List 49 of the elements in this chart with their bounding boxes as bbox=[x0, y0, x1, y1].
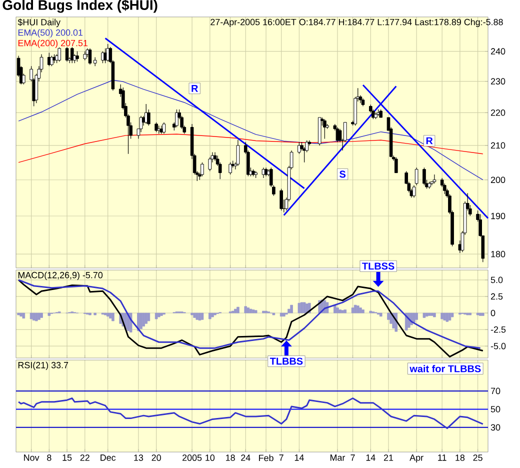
annotation: R bbox=[192, 84, 198, 92]
x-tick-label: 18 bbox=[226, 454, 235, 461]
x-tick-label: 11 bbox=[438, 454, 446, 461]
x-tick-label: 7 bbox=[350, 454, 355, 461]
y-tick-label: -5.0 bbox=[490, 342, 506, 350]
x-tick-label: 24 bbox=[241, 454, 250, 461]
x-tick-label: Feb bbox=[259, 454, 274, 462]
y-tick-label: 210 bbox=[490, 142, 506, 149]
y-tick-label: 230 bbox=[490, 78, 506, 85]
x-tick-label: 10 bbox=[206, 454, 215, 461]
annotation: S bbox=[340, 170, 346, 178]
annotation: 27-Apr-2005 16:00ET O:184.77 H:184.77 L:177.94 Last:178.89 Chg:-5.88 bbox=[210, 18, 503, 28]
x-tick-label: 18 bbox=[456, 454, 465, 461]
annotation: wait for TLBBS bbox=[410, 364, 481, 372]
y-tick-label: 180 bbox=[491, 250, 506, 258]
y-tick-label: 30 bbox=[490, 424, 500, 431]
y-tick-label: 0 bbox=[490, 310, 496, 316]
x-tick-label: 15 bbox=[62, 454, 72, 461]
x-tick-label: 14 bbox=[294, 454, 304, 461]
y-tick-label: 2.5 bbox=[490, 293, 503, 300]
x-tick-label: 25 bbox=[473, 454, 482, 461]
x-tick-label: Apr bbox=[410, 454, 424, 463]
x-tick-label: 20 bbox=[152, 454, 161, 461]
annotation: TLBBS bbox=[270, 358, 303, 365]
x-tick-label: 22 bbox=[80, 454, 90, 461]
y-tick-label: 70 bbox=[490, 388, 500, 394]
chart-title: RSI(21) 33.7 bbox=[18, 362, 68, 370]
x-tick-label: 21 bbox=[384, 454, 394, 461]
y-tick-label: 220 bbox=[490, 109, 506, 116]
y-tick-label: 190 bbox=[491, 212, 506, 220]
y-tick-label: 50 bbox=[490, 406, 500, 412]
y-tick-label: -2.5 bbox=[490, 326, 506, 333]
x-tick-label: 14 bbox=[366, 454, 376, 461]
x-tick-label: 8 bbox=[47, 454, 52, 461]
y-tick-label: 240 bbox=[490, 48, 506, 55]
y-tick-label: 5.0 bbox=[490, 276, 503, 284]
text: EMA(50) 200.01 bbox=[18, 29, 83, 38]
x-tick-label: 13 bbox=[134, 454, 144, 461]
annotation: TLBSS bbox=[362, 262, 394, 270]
y-tick-label: 200 bbox=[490, 176, 506, 184]
text: EMA(200) 207.51 bbox=[18, 40, 88, 48]
x-tick-label: Nov bbox=[24, 454, 40, 461]
x-tick-label: Mar bbox=[330, 454, 346, 461]
x-tick-label: 2005 bbox=[182, 454, 202, 461]
x-tick-label: 7 bbox=[279, 454, 284, 461]
chart-subtitle: $HUI Daily bbox=[18, 18, 61, 28]
x-tick-label: Dec bbox=[100, 454, 116, 461]
annotation: R bbox=[426, 137, 433, 144]
chart-title: MACD(12,26,9) -5.70 bbox=[18, 272, 103, 280]
